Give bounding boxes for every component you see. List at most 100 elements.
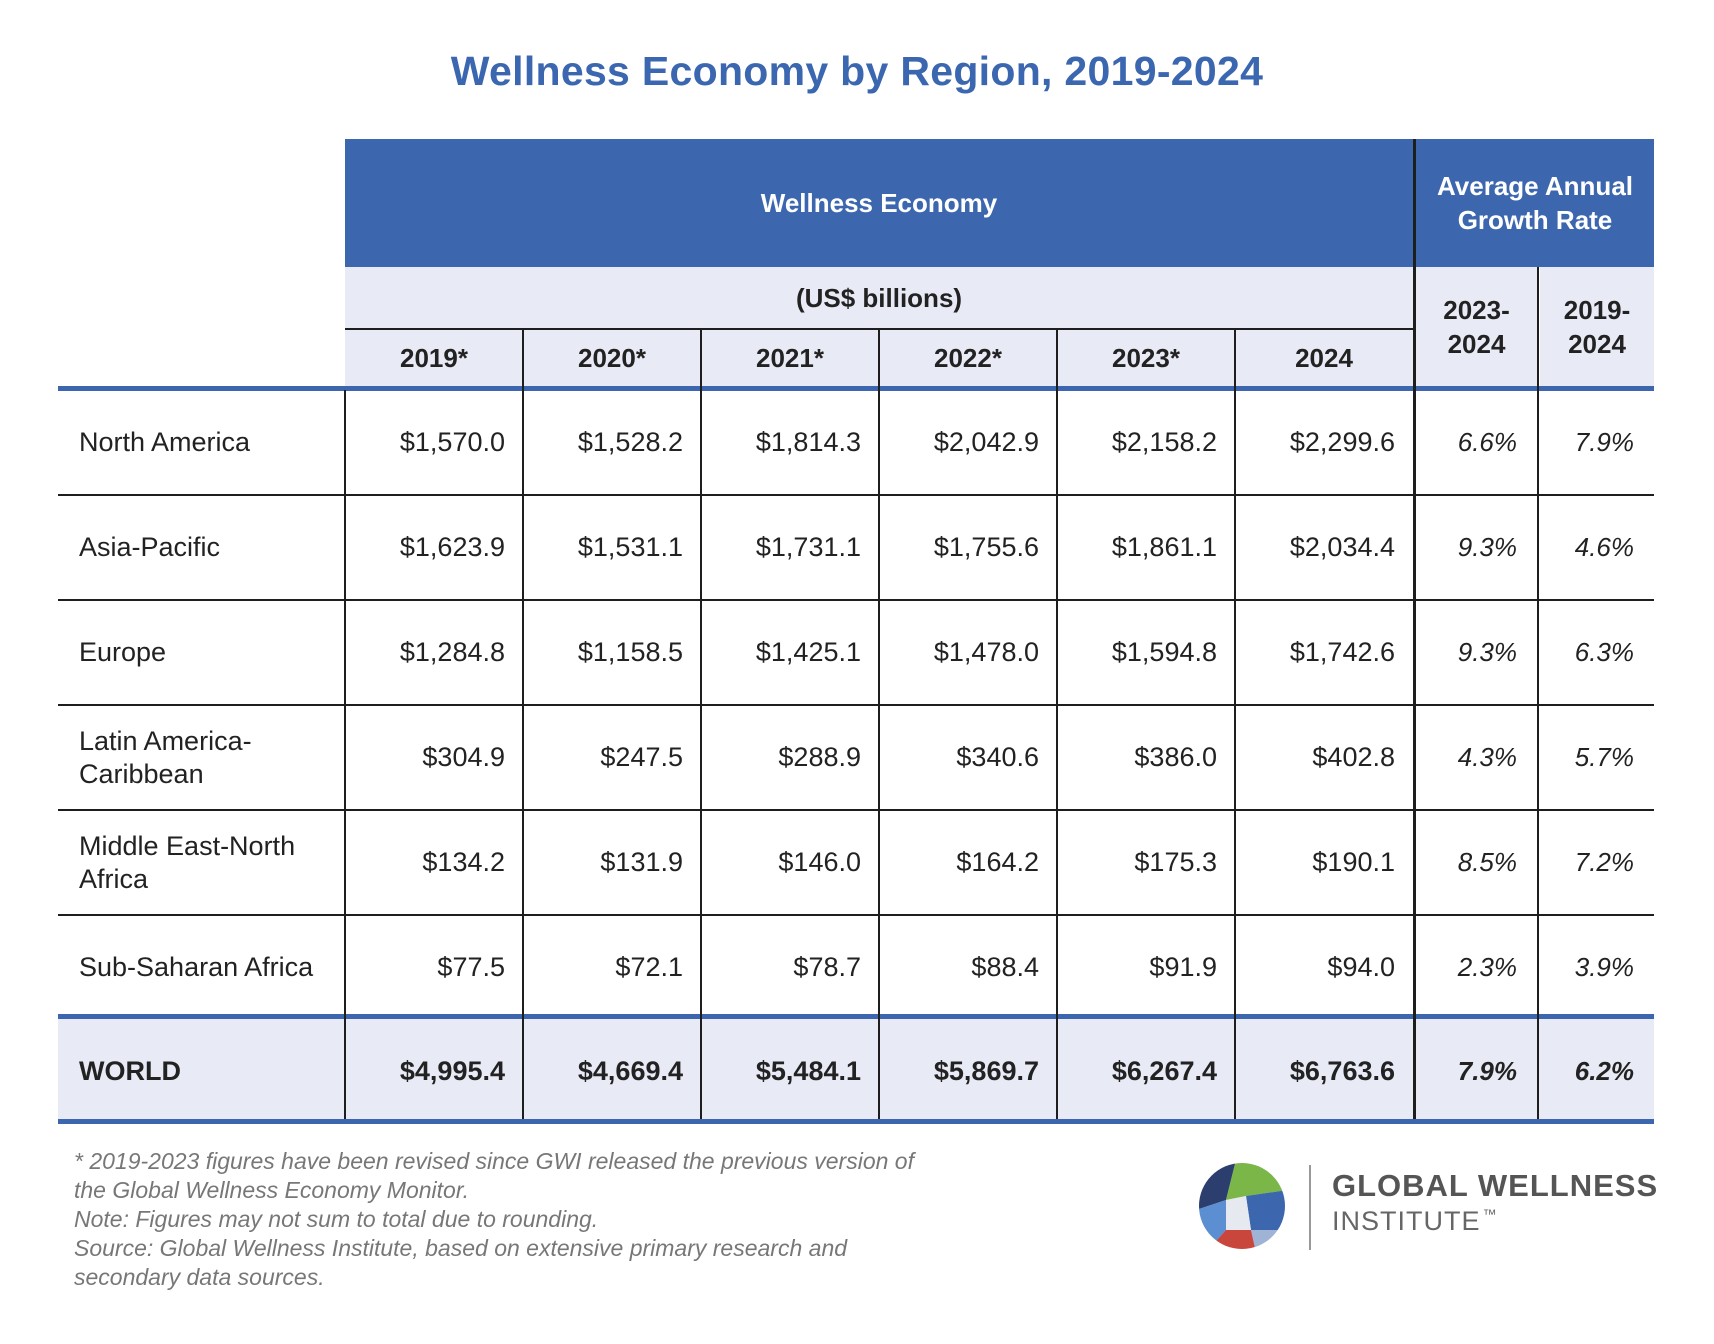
table-cell: $304.9 [422, 742, 505, 772]
table-cell: $94.0 [1327, 952, 1395, 982]
header-bottom-rule [58, 386, 1654, 391]
table-cell: $1,755.6 [933, 532, 1039, 562]
column-header-growth-label: 2019-2024 [1563, 295, 1631, 359]
table-cell: $4,669.4 [577, 1055, 683, 1086]
header-growth-rate-label: Average Annual Growth Rate [1436, 171, 1633, 235]
growth-cell: 6.2% [1574, 1055, 1634, 1086]
column-divider [1234, 329, 1236, 1119]
globe-mosaic-icon [1199, 1163, 1285, 1249]
table-cell: $2,158.2 [1111, 427, 1217, 457]
column-divider [1056, 329, 1058, 1119]
footnote-line: * 2019-2023 figures have been revised si… [74, 1148, 914, 1174]
growth-cell: 7.9% [1457, 1055, 1517, 1086]
row-separator [58, 914, 1654, 916]
growth-cell: 9.3% [1457, 532, 1517, 562]
total-top-rule [58, 1014, 1654, 1019]
logo-separator [1309, 1165, 1311, 1250]
table-cell: $1,731.1 [755, 532, 861, 562]
table-cell: $72.1 [615, 952, 683, 982]
row-label-text: North America [79, 427, 251, 457]
table-cell: $2,034.4 [1289, 532, 1395, 562]
table-cell: $1,425.1 [755, 637, 861, 667]
column-header-year: 2020* [523, 329, 701, 387]
growth-cell: 6.3% [1574, 637, 1634, 667]
table-cell: $247.5 [600, 742, 683, 772]
table-cell: $1,284.8 [399, 637, 505, 667]
column-divider [344, 390, 346, 1119]
table-cell: $175.3 [1134, 847, 1217, 877]
table-cell: $190.1 [1312, 847, 1395, 877]
total-row-bg [58, 1019, 1654, 1123]
row-label: Latin America-Caribbean [58, 705, 345, 810]
total-bottom-rule [58, 1119, 1654, 1124]
table-cell: $77.5 [437, 952, 505, 982]
header-wellness-economy-label: Wellness Economy [760, 188, 998, 218]
table-cell: $131.9 [600, 847, 683, 877]
table-cell: $78.7 [793, 952, 861, 982]
table-cell: $6,267.4 [1111, 1055, 1217, 1086]
row-label-text: Latin America-Caribbean [79, 725, 252, 789]
table-cell: $386.0 [1134, 742, 1217, 772]
table-cell: $1,531.1 [577, 532, 683, 562]
logo-tm: ™ [1482, 1206, 1498, 1222]
table-cell: $1,861.1 [1111, 532, 1217, 562]
header-growth-rate: Average Annual Growth Rate [1416, 139, 1654, 267]
footnote-line: Source: Global Wellness Institute, based… [74, 1235, 848, 1261]
table-cell: $164.2 [956, 847, 1039, 877]
row-label-text: Sub-Saharan Africa [79, 952, 314, 982]
growth-cell: 7.9% [1574, 427, 1634, 457]
total-row-label: WORLD [58, 1019, 345, 1123]
row-label-text: Asia-Pacific [79, 532, 221, 562]
column-header-year: 2021* [701, 329, 879, 387]
column-header-year: 2024 [1235, 329, 1413, 387]
growth-cell: 7.2% [1574, 847, 1634, 877]
table-cell: $340.6 [956, 742, 1039, 772]
column-header-year: 2022* [879, 329, 1057, 387]
table-cell: $2,042.9 [933, 427, 1039, 457]
column-divider [522, 329, 524, 1119]
table-cell: $1,158.5 [577, 637, 683, 667]
table-cell: $91.9 [1149, 952, 1217, 982]
logo-sub: INSTITUTE ™ [1332, 1206, 1498, 1237]
table-cell: $1,528.2 [577, 427, 683, 457]
header-units-label: (US$ billions) [795, 283, 963, 313]
table-cell: $6,763.6 [1289, 1055, 1395, 1086]
growth-cell: 5.7% [1574, 742, 1634, 772]
row-label-text: WORLD [79, 1055, 181, 1086]
row-label-text: Middle East-North Africa [79, 830, 296, 894]
header-units: (US$ billions) [345, 267, 1413, 329]
table-cell: $1,594.8 [1111, 637, 1217, 667]
column-header-growth-label: 2023-2024 [1443, 295, 1510, 359]
table-cell: $4,995.4 [399, 1055, 505, 1086]
footnote-line: the Global Wellness Economy Monitor. [74, 1177, 470, 1203]
page-title: Wellness Economy by Region, 2019-2024 [450, 48, 1264, 94]
column-header-year: 2019* [345, 329, 523, 387]
column-header-growth: 2023-2024 [1416, 267, 1537, 387]
row-label: Asia-Pacific [58, 495, 345, 600]
table-cell: $88.4 [971, 952, 1039, 982]
row-separator [58, 599, 1654, 601]
footnote-line: secondary data sources. [74, 1264, 325, 1290]
column-divider [878, 329, 880, 1119]
row-label: Middle East-North Africa [58, 810, 345, 915]
row-separator [58, 809, 1654, 811]
table-cell: $1,478.0 [933, 637, 1039, 667]
growth-cell: 9.3% [1457, 637, 1517, 667]
table-cell: $402.8 [1312, 742, 1395, 772]
growth-cell: 8.5% [1457, 847, 1517, 877]
row-label: Europe [58, 600, 345, 705]
row-separator [58, 704, 1654, 706]
table-cell: $5,869.7 [933, 1055, 1039, 1086]
column-divider [1537, 267, 1539, 1119]
column-header-growth: 2019-2024 [1540, 267, 1654, 387]
row-label: Sub-Saharan Africa [58, 915, 345, 1020]
logo-sub-text: INSTITUTE [1332, 1206, 1481, 1236]
row-label: North America [58, 390, 345, 495]
row-label-text: Europe [79, 637, 167, 667]
table-cell: $1,742.6 [1289, 637, 1395, 667]
column-divider [700, 329, 702, 1119]
table-cell: $146.0 [778, 847, 861, 877]
table-cell: $5,484.1 [755, 1055, 861, 1086]
footnote-line: Note: Figures may not sum to total due t… [74, 1206, 599, 1232]
logo-name: GLOBAL WELLNESS [1332, 1168, 1659, 1203]
